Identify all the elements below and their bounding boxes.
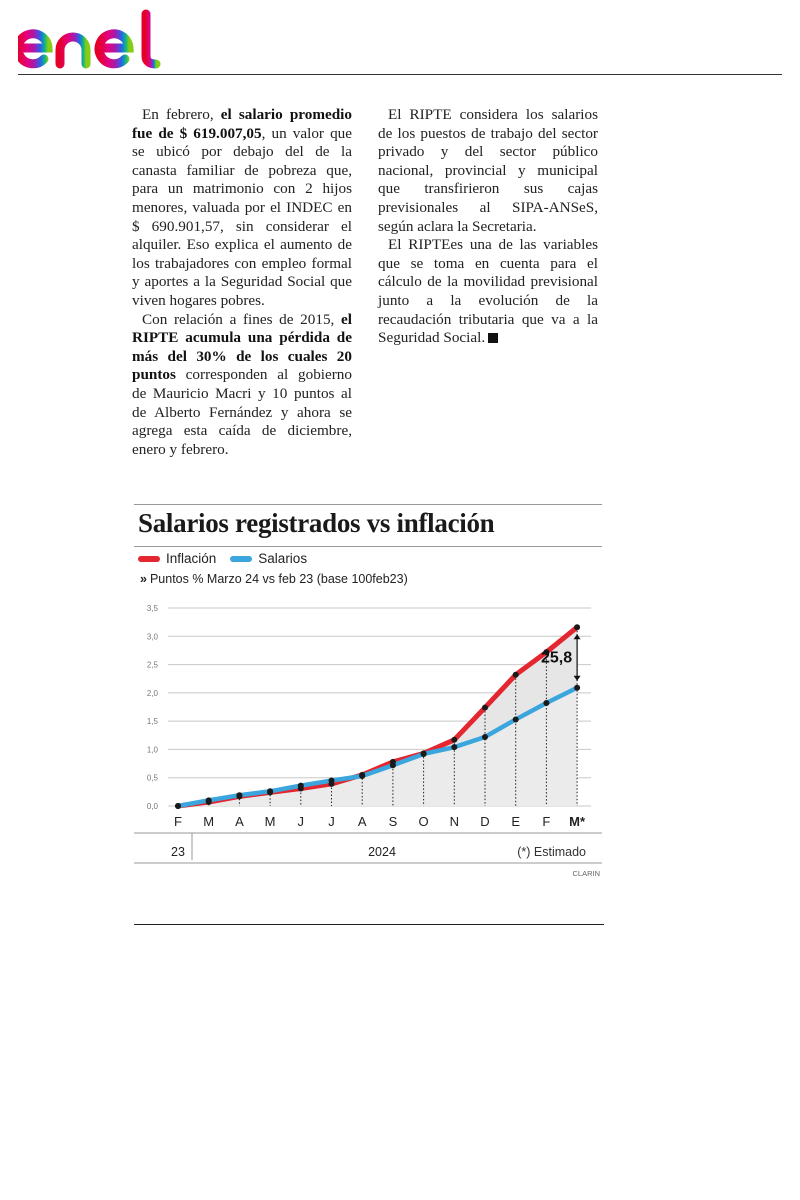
data-point-salarios <box>205 797 212 804</box>
y-tick-label: 3,0 <box>147 632 159 641</box>
x-tick-label: M <box>203 814 214 829</box>
subtitle-marker: » <box>140 572 147 586</box>
x-tick-label: D <box>480 814 489 829</box>
data-point-salarios <box>574 684 581 691</box>
text-run: , un valor que se ubicó por debajo del d… <box>132 124 352 309</box>
y-tick-label: 2,5 <box>147 661 159 670</box>
y-tick-label: 3,5 <box>147 604 159 613</box>
data-point-salarios <box>451 744 458 751</box>
data-point-salarios <box>482 733 488 740</box>
difference-label: 25,8 <box>541 650 572 667</box>
x-tick-label: N <box>450 814 459 829</box>
data-point-salarios <box>267 788 274 795</box>
text-run: El RIPTEes una de las variables que se t… <box>378 236 598 347</box>
y-tick-label: 0,0 <box>147 802 159 811</box>
difference-arrowhead-up <box>573 634 581 640</box>
article-column-left: En febrero, el salario promedio fue de $… <box>132 106 352 459</box>
data-point-salarios <box>297 782 304 789</box>
data-point-inflacion <box>574 624 581 631</box>
chart-plot: 0,0 0,5 1,0 1,5 2,0 2,5 3,0 3,5 25,8 F M A M J J A S O N D E… <box>134 604 602 878</box>
chart-title: Salarios registrados vs inflación <box>138 508 495 538</box>
data-point-salarios <box>543 700 550 707</box>
legend-item-inflacion: Inflación <box>138 551 216 566</box>
data-point-salarios <box>512 716 519 723</box>
y-tick-label: 0,5 <box>147 774 159 783</box>
data-point-inflacion <box>512 671 519 678</box>
difference-arrowhead-down <box>573 675 581 681</box>
year-label-23: 23 <box>171 845 185 859</box>
text-run: El RIPTE considera los salarios de los p… <box>378 106 598 235</box>
x-tick-label: A <box>235 814 244 829</box>
x-tick-label: F <box>174 814 182 829</box>
x-tick-label: S <box>389 814 398 829</box>
data-point-inflacion <box>482 704 488 711</box>
x-tick-label: E <box>511 814 520 829</box>
data-point-salarios <box>389 762 396 769</box>
text-run: En febrero, <box>142 106 221 123</box>
legend-label-salarios: Salarios <box>258 551 308 566</box>
x-tick-label: J <box>328 814 335 829</box>
year-label-2024: 2024 <box>368 845 396 859</box>
bold-text: el RIPTE acumula una pérdida de más del … <box>132 310 352 384</box>
x-tick-label: O <box>419 814 429 829</box>
x-tick-label: M <box>265 814 276 829</box>
legend-swatch-salarios <box>230 555 253 562</box>
article-paragraph-right-1: El RIPTE considera los salarios de los p… <box>378 106 598 236</box>
article-paragraph-right-2: El RIPTEes una de las variables que se t… <box>378 236 598 348</box>
article-column-right: El RIPTE considera los salarios de los p… <box>378 106 598 348</box>
x-tick-label: A <box>358 814 367 829</box>
data-point-salarios <box>328 777 335 784</box>
legend-swatch-inflacion <box>138 555 160 562</box>
text-run: corresponden al gobierno de Mauricio Mac… <box>132 366 352 458</box>
chart-subtitle: » Puntos % Marzo 24 vs feb 23 (base 100fe… <box>140 572 408 586</box>
data-point-salarios <box>236 792 243 799</box>
bottom-rule <box>134 924 604 925</box>
legend-label-inflacion: Inflación <box>166 551 217 566</box>
chart-top-rule <box>134 504 602 505</box>
x-tick-label: M* <box>569 814 586 829</box>
area-under <box>178 687 578 806</box>
article-paragraph-left-1: En febrero, el salario promedio fue de $… <box>132 106 352 311</box>
enel-logo: enel <box>18 9 161 69</box>
page-header: enel <box>0 0 800 80</box>
y-tick-label: 1,5 <box>147 717 159 726</box>
footnote: (*) Estimado <box>517 845 586 859</box>
header-rule <box>18 74 782 75</box>
y-tick-label: 2,0 <box>147 689 159 698</box>
subtitle-text: Puntos % Marzo 24 vs feb 23 (base 100feb… <box>149 572 408 586</box>
data-point-salarios <box>359 773 366 780</box>
legend-item-salarios: Salarios <box>230 551 307 566</box>
x-tick-label: J <box>298 814 305 829</box>
bold-text: el salario promedio fue de $ 619.007,05 <box>132 106 352 142</box>
data-point-salarios <box>420 750 427 757</box>
data-point-inflacion <box>451 736 458 743</box>
end-of-article-mark <box>488 333 499 344</box>
chart-legend: Inflación Salarios <box>138 551 321 566</box>
data-point-inflacion <box>543 649 550 656</box>
chart-title-rule <box>134 546 602 547</box>
data-point-salarios <box>175 803 181 809</box>
source-label: CLARIN <box>572 869 600 878</box>
chart: Salarios registrados vs inflación Inflac… <box>134 504 604 884</box>
x-tick-label: F <box>542 814 550 829</box>
article-paragraph-left-2: Con relación a fines de 2015, el RIPTE a… <box>132 311 352 460</box>
text-run: Con relación a fines de 2015, <box>142 310 342 328</box>
y-tick-label: 1,0 <box>147 745 159 754</box>
series-line-salarios <box>175 685 580 809</box>
